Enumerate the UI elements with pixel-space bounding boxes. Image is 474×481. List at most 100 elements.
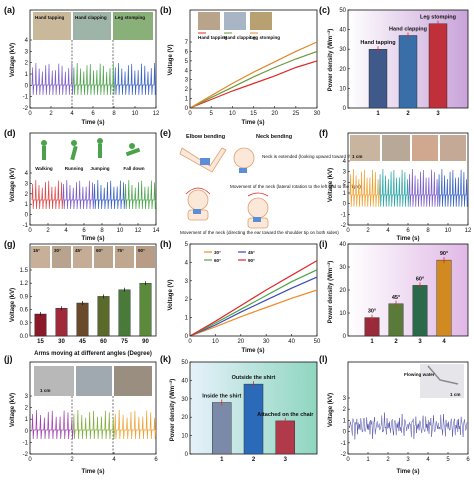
x-axis-label: Time (s): [82, 120, 105, 126]
x-axis-label: Time (s): [397, 236, 420, 242]
bar-label: 45°: [392, 295, 400, 301]
head-illustration: [187, 189, 209, 211]
note-text: Movement of the neck (directing the ear …: [180, 230, 339, 235]
y-tick-label: 0: [185, 106, 189, 112]
y-axis-label: Power density (Wm⁻²): [169, 379, 176, 442]
photo-arm-angle: [52, 246, 71, 268]
panel-label-c: (c): [319, 5, 330, 15]
series-line: [189, 269, 318, 337]
y-tick-label: 10: [339, 86, 346, 92]
y-tick-label: 3: [185, 279, 189, 285]
x-tick-label: 12: [153, 111, 160, 117]
y-tick-label: 4: [185, 260, 189, 266]
legend-label: 45°: [248, 250, 255, 255]
y-tick-label: -2: [23, 106, 29, 112]
y-tick-label: 40: [339, 242, 346, 248]
panel-label-g: (g): [4, 239, 16, 249]
y-tick-label: 0.6: [20, 308, 29, 314]
x-tick-label: 6: [466, 457, 470, 463]
x-tick-label: 1: [366, 457, 370, 463]
y-axis-label: Power density (Wm⁻²): [327, 261, 334, 324]
bar: [275, 420, 295, 455]
scale-label: 1 cm: [352, 154, 362, 159]
bar: [97, 296, 110, 337]
bar: [388, 303, 404, 337]
bar: [118, 289, 131, 337]
photo-inside-shirt: [34, 366, 74, 396]
panel-k: Inside the shirt Outside the shirt Attache…: [169, 360, 318, 463]
panel-a: Hand tapping Hand clapping Leg stomping …: [10, 9, 160, 126]
x-tick-label: 3: [436, 111, 440, 117]
y-tick-label: 0: [25, 429, 29, 435]
x-axis-label: Time (s): [397, 469, 420, 475]
x-tick-label: 6: [91, 111, 95, 117]
movement-arrow: [247, 192, 269, 197]
signal-trace: [31, 179, 64, 210]
y-tick-label: 4: [343, 159, 347, 165]
x-tick-label: 5: [446, 457, 450, 463]
bar-label: Hand clapping: [389, 26, 427, 32]
bar: [368, 49, 388, 109]
head-illustration: [233, 147, 255, 169]
x-tick-label: 25: [292, 111, 299, 117]
x-tick-label: 3: [406, 457, 410, 463]
panel-h: 30° 45° 60° 90° 0 10 20 30 40 50 0 1 2 3 4 5 Voltage (…: [168, 242, 321, 354]
signal-trace: [114, 409, 157, 440]
y-tick-label: 0: [185, 452, 189, 458]
x-tick-label: 30: [263, 339, 270, 345]
bar: [212, 402, 232, 455]
signal-trace: [348, 412, 468, 440]
y-axis-label: Power density (Wm⁻²): [327, 29, 334, 92]
panel-label-b: (b): [160, 5, 172, 15]
x-tick-label: 2: [49, 111, 53, 117]
x-tick-label: 6: [82, 228, 86, 234]
y-tick-label: 3: [25, 181, 29, 187]
y-tick-label: -1: [23, 440, 29, 446]
y-axis-label: Voltage (kV): [10, 288, 16, 322]
scale-label: 1 cm: [40, 388, 50, 393]
neck-title: Neck bending: [256, 134, 292, 140]
y-tick-label: -1: [23, 223, 29, 229]
y-tick-label: 0: [25, 213, 29, 219]
signal-trace: [31, 62, 74, 95]
x-tick-label: 0: [28, 457, 32, 463]
bar-label: Leg stomping: [420, 15, 456, 21]
x-tick-label: 4: [386, 228, 390, 234]
photo-label: Hand tapping: [35, 15, 65, 20]
x-tick-label: 3: [284, 457, 288, 463]
x-tick-label: 15: [250, 111, 257, 117]
x-tick-label: 20: [237, 339, 244, 345]
y-tick-label: 20: [339, 288, 346, 294]
running-person-body: [70, 145, 78, 161]
running-person-icon: [71, 140, 77, 146]
panel-b: Hand tapping Hand clapping Leg stomping …: [168, 9, 321, 126]
series-line: [189, 60, 318, 109]
y-tick-label: 1: [25, 72, 29, 78]
y-tick-label: 30: [339, 47, 346, 53]
y-tick-label: -2: [341, 223, 347, 229]
panel-label-a: (a): [4, 5, 15, 15]
x-tick-label: 30: [58, 339, 65, 345]
x-tick-label: 40: [288, 339, 295, 345]
signal-trace: [349, 168, 380, 207]
y-tick-label: 0: [185, 334, 189, 340]
series-line: [189, 41, 318, 109]
y-tick-label: 30: [339, 265, 346, 271]
y-tick-label: 3: [185, 78, 189, 84]
panel-label-l: (l): [319, 354, 328, 364]
y-tick-label: 0.0: [20, 334, 29, 340]
bar-label: Hand tapping: [360, 40, 395, 46]
x-tick-label: 8: [100, 228, 104, 234]
y-tick-label: 1: [25, 202, 29, 208]
bar-label: 60°: [416, 276, 424, 282]
x-tick-label: 14: [153, 228, 160, 234]
x-tick-label: 45: [79, 339, 86, 345]
legend-label: 30°: [214, 250, 221, 255]
x-tick-label: 2: [394, 339, 398, 345]
photo-label: Flowing water: [404, 372, 435, 377]
x-tick-label: 8: [426, 228, 430, 234]
y-tick-label: 1: [185, 316, 189, 322]
activity-label: Running: [65, 166, 84, 171]
x-axis-label: Time (s): [82, 469, 105, 475]
x-axis-label: Time (s): [82, 236, 105, 242]
